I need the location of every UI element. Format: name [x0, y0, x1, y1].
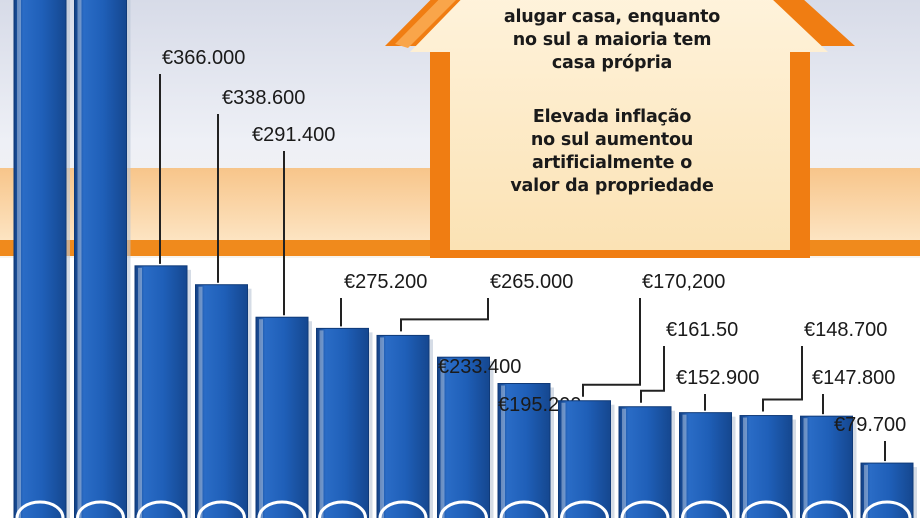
bar-highlight [259, 319, 263, 518]
bar [134, 265, 188, 518]
infobox-line: no sul a maioria tem [512, 30, 712, 50]
infobox-line: artificialmente o [531, 153, 693, 173]
bar [74, 0, 127, 518]
value-label: €148.700 [804, 319, 887, 341]
bar-highlight [17, 0, 21, 518]
bar-highlight [77, 0, 82, 518]
bar-highlight [622, 408, 626, 518]
bar-base-ring [76, 500, 125, 518]
bar-base-ring [862, 500, 912, 518]
bar-highlight [743, 417, 747, 518]
bar [376, 334, 430, 518]
bar-base-ring [136, 500, 186, 518]
bar [316, 327, 369, 518]
bar-base-ring [378, 500, 428, 518]
bar-highlight [803, 418, 808, 518]
leader-line [762, 346, 803, 412]
leader-line [640, 346, 665, 403]
bar-highlight [682, 414, 687, 518]
leader-line [582, 298, 641, 397]
value-label: €161.50 [666, 319, 738, 341]
value-label: €79.700 [834, 414, 906, 436]
bar-highlight [501, 385, 505, 518]
value-label: €291.400 [252, 124, 335, 146]
infobox-line: no sul aumentou [530, 130, 694, 150]
bar [13, 0, 67, 518]
bar [437, 356, 490, 518]
house-inner [410, 0, 828, 250]
infobox-paragraph-1: alugar casa, enquanto no sul a maioria t… [462, 6, 762, 75]
bar-highlight [319, 330, 324, 518]
bar-highlight [440, 359, 445, 518]
value-label: €233.400 [438, 356, 521, 378]
bar-base-ring [741, 500, 791, 518]
leader-line [400, 298, 489, 332]
bar-base-ring [681, 500, 730, 518]
bar-base-ring [560, 500, 609, 518]
bar-base-ring [499, 500, 549, 518]
bar [679, 412, 732, 518]
bar [558, 400, 611, 518]
bar [618, 406, 672, 518]
infobox-line: Elevada inflação [532, 107, 692, 127]
bar-highlight [864, 465, 868, 518]
infobox-line: alugar casa, enquanto [503, 7, 721, 27]
value-label: €265.000 [490, 271, 573, 293]
value-label: €338.600 [222, 87, 305, 109]
value-label: €147.800 [812, 367, 895, 389]
bars-group: €366.000 €338.600 €291.400 €275.200 €265.000… [13, 0, 917, 518]
infobox-paragraph-2: Elevada inflação no sul aumentou artific… [462, 106, 762, 198]
bar-base-ring [257, 500, 307, 518]
bar [497, 383, 551, 518]
bar [255, 316, 309, 518]
bar-base-ring [197, 500, 246, 518]
value-label: €152.900 [676, 367, 759, 389]
bar-base-ring [439, 500, 488, 518]
bar-highlight [561, 402, 566, 518]
bar-highlight [380, 337, 384, 518]
bar-base-ring [802, 500, 851, 518]
bar-highlight [198, 286, 203, 518]
value-label: €170,200 [642, 271, 725, 293]
infobox-line: casa própria [551, 53, 673, 73]
bar-base-ring [620, 500, 670, 518]
bar-base-ring [15, 500, 65, 518]
value-label: €366.000 [162, 47, 245, 69]
house-roof-highlight [395, 0, 456, 48]
bar-base-ring [318, 500, 367, 518]
bar-highlight [138, 267, 142, 518]
value-label: €275.200 [344, 271, 427, 293]
infobox-line: valor da propriedade [510, 176, 714, 196]
bar [195, 284, 248, 518]
